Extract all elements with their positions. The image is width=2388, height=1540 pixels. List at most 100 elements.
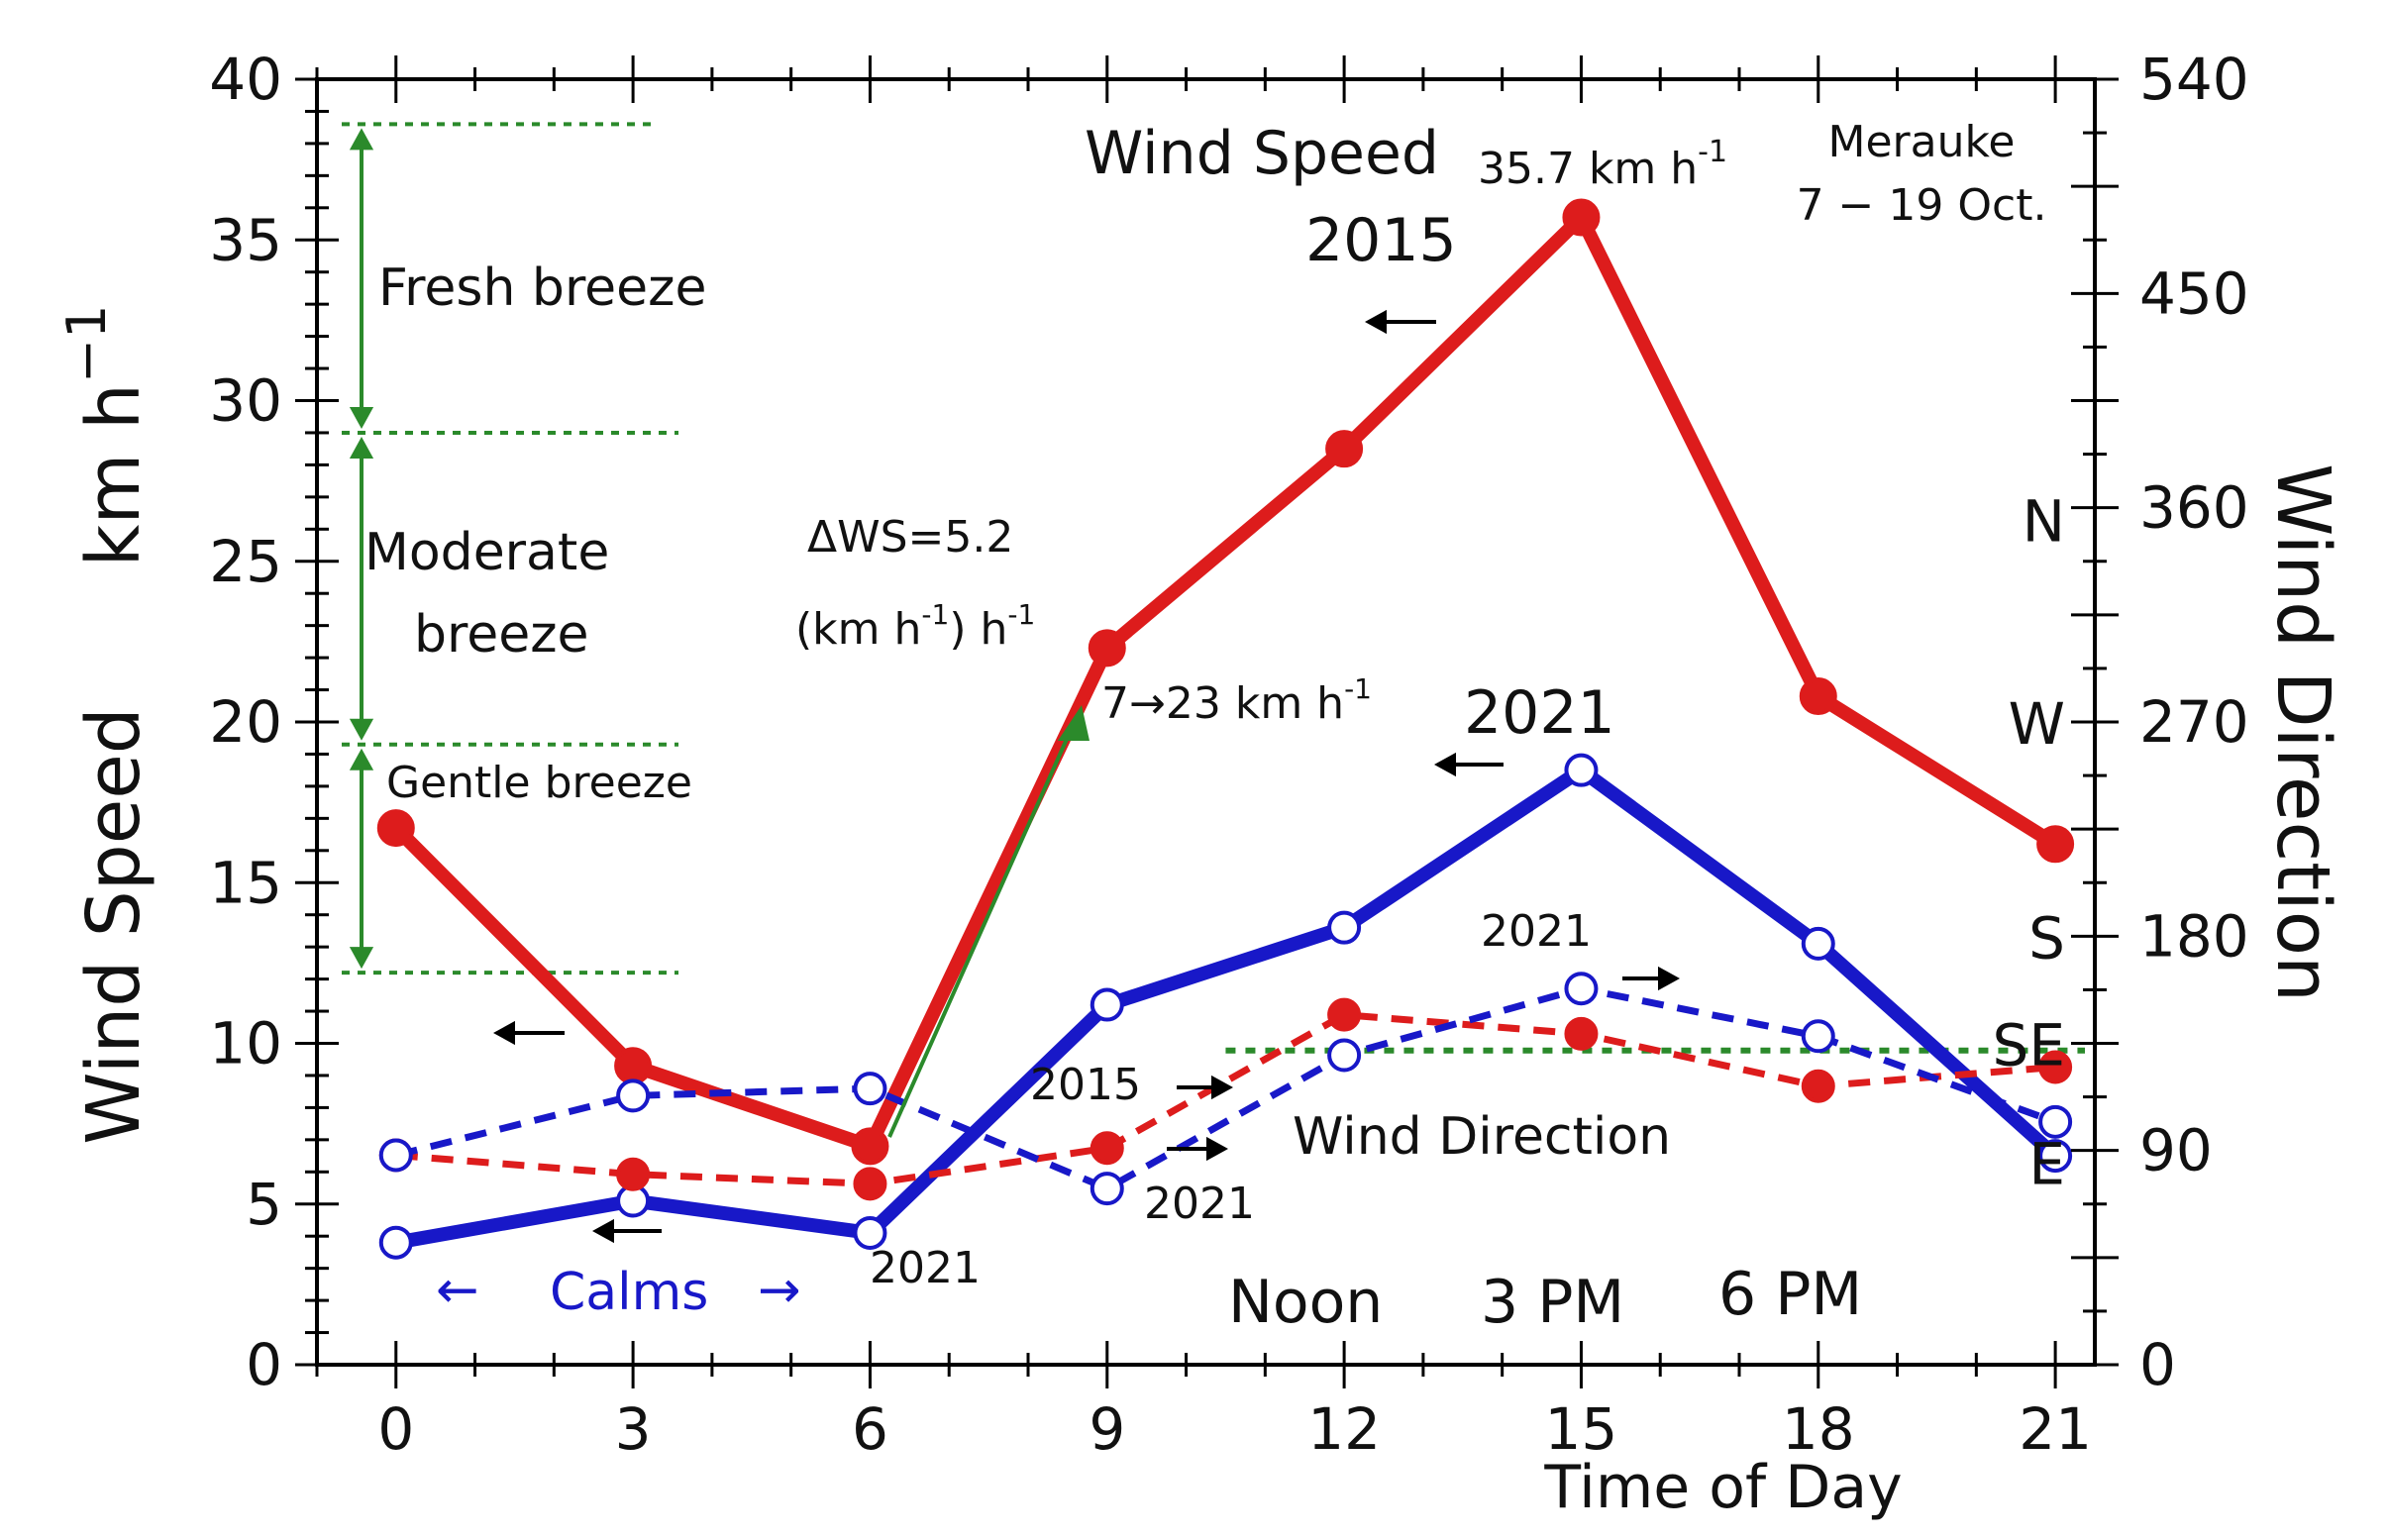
x-tick-label: 15 <box>1545 1395 1618 1463</box>
noon-label: Noon <box>1228 1268 1383 1337</box>
y2-tick-label: 540 <box>2139 46 2249 113</box>
band-arrow-head-down <box>349 406 374 429</box>
compass-label: W <box>2009 690 2065 758</box>
x-tick-label: 6 <box>852 1395 888 1463</box>
series-point-3 <box>1090 1172 1124 1206</box>
arrow-left-low-head <box>592 1218 614 1244</box>
y-axis-title: Wind Speed <box>71 707 156 1144</box>
3pm-label: 3 PM <box>1481 1268 1624 1337</box>
compass-label: E <box>2028 1131 2065 1198</box>
series-line-2 <box>395 1011 2056 1187</box>
series-point-0 <box>1799 677 1837 716</box>
series-point-1 <box>853 1215 887 1250</box>
series-point-1 <box>1327 910 1362 945</box>
compass-label: N <box>2023 488 2065 556</box>
y-axis-units: km h−1 <box>55 305 156 567</box>
series-point-0 <box>1325 430 1364 468</box>
band-label-fresh: Fresh breeze <box>378 258 706 318</box>
arrow-left-2015-head <box>493 1020 515 1046</box>
series-line-0 <box>390 210 2059 1154</box>
series-point-2 <box>2038 1050 2073 1084</box>
arrow-right-2015dir-head <box>1211 1075 1233 1100</box>
series-point-1 <box>1564 753 1599 787</box>
band-arrow-head-down <box>349 718 374 741</box>
calms-right-arrow: → <box>758 1261 801 1320</box>
y2-tick-label: 270 <box>2139 688 2249 756</box>
series-point-3 <box>378 1138 413 1173</box>
annotation-arrows <box>493 309 1680 1244</box>
peak-label-sup: -1 <box>1698 135 1727 169</box>
band-label-moderate-2: breeze <box>414 605 589 665</box>
y2-tick-label: 360 <box>2139 474 2249 542</box>
series-point-3 <box>1564 972 1599 1006</box>
station-label: Merauke <box>1828 117 2016 167</box>
dir-2015-label: 2015 <box>1030 1060 1141 1110</box>
calms-left-arrow: ← <box>436 1261 479 1320</box>
series-point-2 <box>1801 1069 1835 1103</box>
rise-label: 7→23 km h-1 <box>1101 672 1372 729</box>
series-point-2 <box>616 1157 651 1191</box>
y-tick-label: 5 <box>246 1171 282 1238</box>
series-point-3 <box>616 1078 651 1113</box>
series-point-0 <box>2036 825 2075 864</box>
y-axis-units-sup: −1 <box>55 305 118 384</box>
series-point-1 <box>1801 926 1835 961</box>
arrow-2021-head <box>1434 752 1456 777</box>
calms-label: Calms <box>550 1263 708 1322</box>
series-point-0 <box>376 809 415 848</box>
series-point-2 <box>1327 997 1362 1032</box>
compass-label: S <box>2028 904 2065 972</box>
series-point-1 <box>2038 1139 2073 1174</box>
y2-tick-label: 0 <box>2139 1331 2176 1398</box>
series-point-3 <box>853 1072 887 1106</box>
arrow-2015-head <box>1365 309 1387 335</box>
x-tick-label: 21 <box>2019 1395 2092 1463</box>
band-arrow-head-up <box>349 128 374 151</box>
y2-tick-label: 450 <box>2139 259 2249 327</box>
title-wind-speed: Wind Speed <box>1085 119 1439 188</box>
compass-label: SE <box>1993 1012 2065 1079</box>
y-tick-label: 20 <box>209 688 282 756</box>
series-group <box>376 198 2075 1260</box>
delta-ws-units-b: ) h <box>949 604 1007 655</box>
beaufort-bands <box>342 122 678 975</box>
x-tick-label: 0 <box>377 1395 414 1463</box>
band-label-moderate-1: Moderate <box>364 523 609 582</box>
y-tick-label: 30 <box>209 367 282 435</box>
delta-ws-units-sup2: -1 <box>1007 598 1035 631</box>
series-point-0 <box>1562 198 1601 237</box>
delta-ws-units: (km h-1) h-1 <box>795 598 1035 655</box>
period-label: 7 − 19 Oct. <box>1797 180 2047 231</box>
ws-2021-low-label: 2021 <box>870 1243 981 1293</box>
y-tick-label: 10 <box>209 1010 282 1078</box>
series-point-2 <box>1564 1016 1599 1051</box>
y2-axis-title: Wind Direction <box>2260 463 2345 1002</box>
band-label-gentle: Gentle breeze <box>386 758 692 808</box>
series-point-1 <box>1090 987 1124 1022</box>
x-axis-title: Time of Day <box>1543 1453 1902 1522</box>
y-tick-label: 35 <box>209 206 282 273</box>
x-tick-label: 9 <box>1089 1395 1125 1463</box>
series-point-0 <box>1088 629 1126 667</box>
delta-ws-units-sup: -1 <box>921 598 949 631</box>
year-2021-label: 2021 <box>1464 678 1615 748</box>
series-point-3 <box>1327 1038 1362 1073</box>
x-tick-label: 12 <box>1307 1395 1381 1463</box>
y-tick-label: 15 <box>209 849 282 916</box>
series-line-1 <box>394 763 2060 1250</box>
y-axis-units-text: km h <box>71 383 156 566</box>
rise-arrow-shaft <box>887 727 1074 1138</box>
series-line-3 <box>394 984 2057 1192</box>
rise-arrow-head <box>1058 705 1090 741</box>
band-arrow-head-up <box>349 436 374 459</box>
delta-ws-units-a: (km h <box>795 604 921 655</box>
series-point-2 <box>1090 1131 1124 1166</box>
wind-direction-label: Wind Direction <box>1293 1107 1671 1167</box>
arrow-right-2021dir-head <box>1206 1136 1228 1162</box>
y-tick-label: 0 <box>246 1331 282 1398</box>
axes-group: 0510152025303540090180270360450540ESESWN… <box>209 46 2249 1463</box>
peak-label: 35.7 km h-1 <box>1478 135 1727 194</box>
arrow-right-2021dir-a-head <box>1658 966 1680 991</box>
rise-label-sup: -1 <box>1344 672 1372 705</box>
